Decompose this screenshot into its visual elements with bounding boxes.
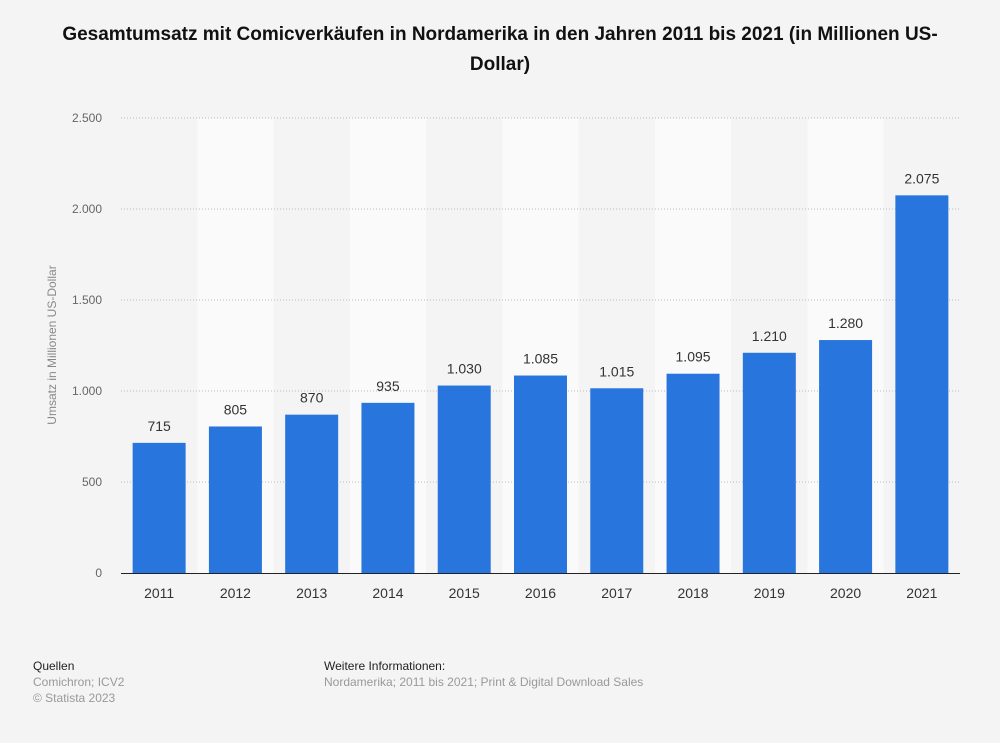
info-block: Weitere Informationen: Nordamerika; 2011… [324, 658, 643, 690]
data-label: 1.085 [523, 351, 558, 367]
x-tick-label: 2021 [906, 585, 937, 601]
data-label: 1.280 [828, 315, 863, 331]
y-tick-label: 0 [95, 566, 102, 580]
x-tick-label: 2014 [372, 585, 403, 601]
info-text: Nordamerika; 2011 bis 2021; Print & Digi… [324, 675, 644, 689]
bar-2015 [437, 385, 491, 573]
y-tick-label: 1.500 [72, 293, 102, 307]
chart-title: Gesamtumsatz mit Comicverkäufen in Norda… [62, 24, 938, 75]
bar-2021 [895, 195, 949, 573]
bar-2016 [514, 375, 567, 573]
x-tick-label: 2012 [220, 585, 251, 601]
bar-2017 [590, 388, 644, 573]
bar-2014 [361, 402, 415, 573]
data-label: 805 [224, 401, 248, 417]
sources-link[interactable]: Comichron; ICV2 [33, 675, 125, 689]
data-label: 715 [147, 418, 171, 434]
data-label: 870 [300, 390, 324, 406]
info-heading: Weitere Informationen: [324, 659, 446, 673]
data-label: 1.095 [676, 349, 711, 365]
x-tick-label: 2020 [830, 585, 861, 601]
bar-2013 [285, 414, 339, 573]
data-label: 1.015 [599, 363, 634, 379]
bar-2019 [742, 352, 796, 573]
x-tick-label: 2019 [754, 585, 785, 601]
y-tick-label: 2.500 [72, 111, 102, 125]
x-tick-label: 2011 [144, 585, 174, 601]
y-tick-label: 500 [82, 475, 102, 489]
copyright: © Statista 2023 [33, 691, 116, 705]
x-tick-label: 2017 [601, 585, 632, 601]
x-tick-label: 2016 [525, 585, 556, 601]
y-tick-label: 1.000 [72, 384, 102, 398]
data-label: 1.030 [447, 361, 482, 377]
bar-2012 [208, 426, 262, 573]
bar-2018 [666, 373, 720, 573]
x-tick-label: 2013 [296, 585, 327, 601]
y-axis-label: Umsatz in Millionen US-Dollar [45, 265, 59, 424]
sources-heading: Quellen [33, 659, 75, 673]
x-tick-label: 2015 [449, 585, 480, 601]
bar-2020 [819, 340, 873, 573]
sources-block: Quellen Comichron; ICV2 © Statista 2023 [33, 658, 124, 706]
bar-2011 [132, 442, 186, 573]
x-tick-label: 2018 [677, 585, 708, 601]
data-label: 1.210 [752, 328, 787, 344]
y-tick-label: 2.000 [72, 202, 102, 216]
data-label: 935 [376, 378, 400, 394]
data-label: 2.075 [904, 170, 939, 186]
